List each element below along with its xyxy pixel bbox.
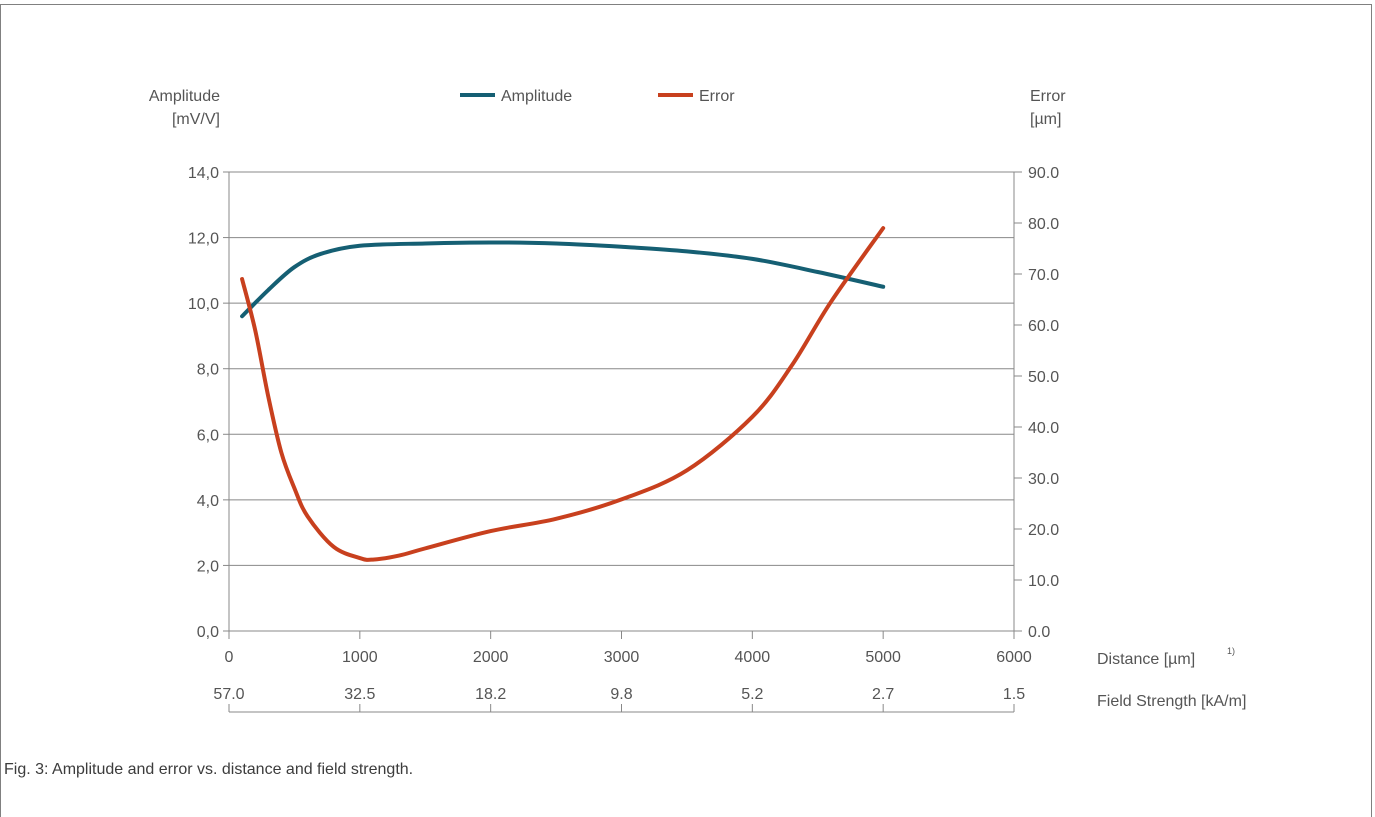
- field-strength-tick-label: 2.7: [872, 686, 894, 703]
- x-axis-tick-label: 6000: [996, 649, 1032, 666]
- x-axis-tick-label: 2000: [473, 649, 509, 666]
- left-axis-tick-label: 2,0: [197, 558, 219, 575]
- figure-frame: [0, 4, 1372, 817]
- field-strength-tick-label: 18.2: [475, 686, 506, 703]
- field-strength-tick-label: 5.2: [741, 686, 763, 703]
- series-lines: [240, 226, 886, 562]
- legend-amplitude-label: Amplitude: [501, 88, 572, 105]
- right-axis-title-line-2: [µm]: [1030, 111, 1061, 128]
- field-strength-tick-label: 32.5: [344, 686, 375, 703]
- right-axis-tick-label: 90.0: [1028, 165, 1059, 182]
- x-axis-title: Distance [µm]: [1097, 651, 1195, 668]
- right-axis-tick-label: 40.0: [1028, 420, 1059, 437]
- series-line-error: [240, 226, 886, 562]
- left-axis-tick-label: 8,0: [197, 362, 219, 379]
- field-strength-tick-label: 9.8: [610, 686, 632, 703]
- right-axis-title-line-1: Error: [1030, 88, 1066, 105]
- field-strength-tick-label: 1.5: [1003, 686, 1025, 703]
- right-axis-tick-label: 20.0: [1028, 522, 1059, 539]
- left-axis-tick-label: 6,0: [197, 427, 219, 444]
- field-strength-tick-label: 57.0: [213, 686, 244, 703]
- left-axis-tick-label: 14,0: [188, 165, 219, 182]
- series-line-amplitude: [240, 240, 886, 319]
- figure-caption: Fig. 3: Amplitude and error vs. distance…: [4, 761, 414, 778]
- left-axis-title-line-2: [mV/V]: [172, 111, 220, 128]
- right-axis-tick-label: 50.0: [1028, 369, 1059, 386]
- left-axis-tick-label: 4,0: [197, 493, 219, 510]
- left-axis-tick-label: 0,0: [197, 624, 219, 641]
- left-axis-tick-label: 12,0: [188, 231, 219, 248]
- right-axis-tick-label: 0.0: [1028, 624, 1050, 641]
- grid-lines: [229, 171, 1014, 566]
- axes: 0,0 2,0 4,0 6,0 8,0 10,0 12,0 14,0 0.0 10.0 20.0 30…: [188, 165, 1059, 713]
- x-axis-tick-label: 0: [225, 649, 234, 666]
- right-axis-tick-label: 80.0: [1028, 216, 1059, 233]
- x-axis-tick-label: 5000: [865, 649, 901, 666]
- right-axis-tick-label: 60.0: [1028, 318, 1059, 335]
- legend: Amplitude Error: [460, 88, 735, 105]
- left-axis-tick-label: 10,0: [188, 296, 219, 313]
- x-axis-tick-label: 4000: [735, 649, 771, 666]
- right-axis-tick-label: 10.0: [1028, 573, 1059, 590]
- right-axis-title: Error [µm]: [1030, 88, 1066, 128]
- right-axis-tick-label: 70.0: [1028, 267, 1059, 284]
- x-axis-tick-label: 1000: [342, 649, 378, 666]
- left-axis-title-line-1: Amplitude: [149, 88, 220, 105]
- left-axis-title: Amplitude [mV/V]: [149, 88, 220, 128]
- x-axis-tick-label: 3000: [604, 649, 640, 666]
- legend-error-label: Error: [699, 88, 735, 105]
- right-axis-tick-label: 30.0: [1028, 471, 1059, 488]
- x-axis-footnote: 1): [1227, 646, 1235, 656]
- field-strength-axis-title: Field Strength [kA/m]: [1097, 693, 1246, 710]
